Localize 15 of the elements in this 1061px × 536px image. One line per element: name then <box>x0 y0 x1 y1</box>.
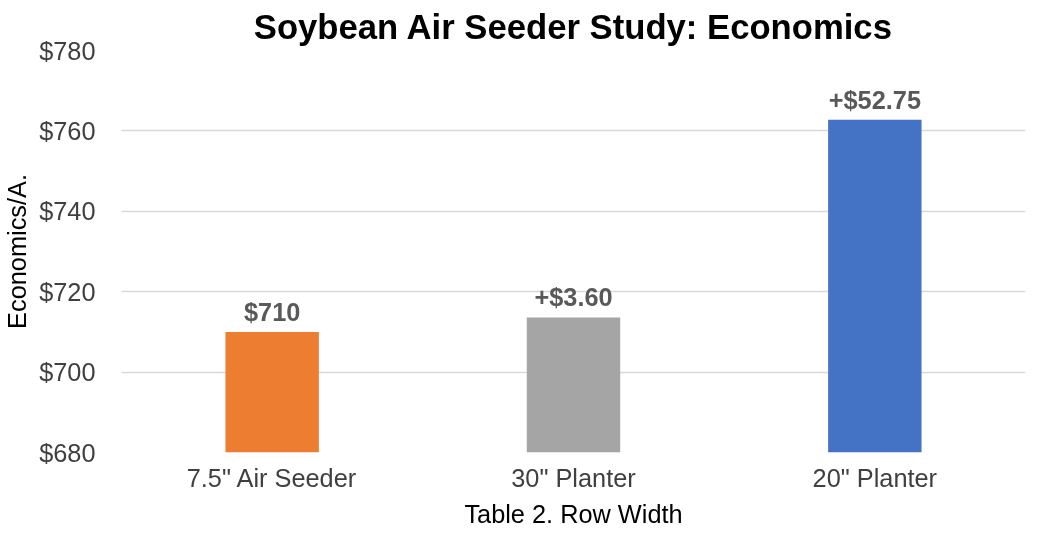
y-tick-label: $700 <box>39 358 96 387</box>
x-tick-label: 20" Planter <box>812 463 938 492</box>
y-tick-label: $680 <box>39 438 96 467</box>
x-tick-label: 30" Planter <box>511 463 637 492</box>
x-axis-title: Table 2. Row Width <box>464 499 683 528</box>
y-tick-label: $720 <box>39 277 96 306</box>
annotation: +$52.75 <box>828 85 921 114</box>
annotation: +$3.60 <box>534 283 613 312</box>
y-tick-label: $780 <box>39 36 96 65</box>
x-tick-label: 7.5" Air Seeder <box>186 463 357 492</box>
y-axis-title: Economics/A. <box>3 174 32 329</box>
annotation: $710 <box>243 297 301 326</box>
y-tick-label: $740 <box>39 197 96 226</box>
y-tick-label: $760 <box>39 116 96 145</box>
chart-title: Soybean Air Seeder Study: Economics <box>253 7 892 46</box>
